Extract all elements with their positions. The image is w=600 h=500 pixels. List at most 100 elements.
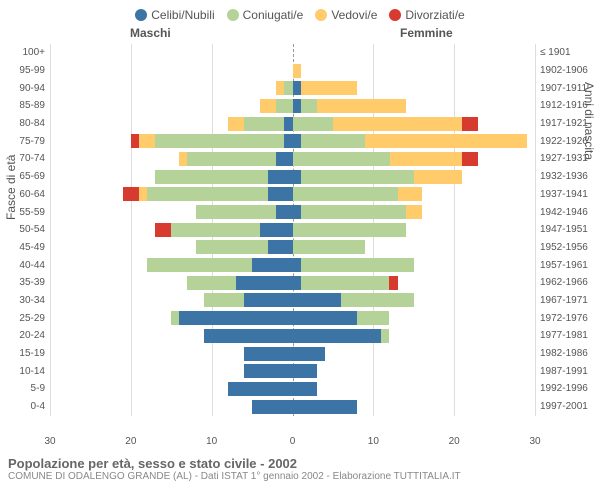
bar-segment (293, 152, 390, 166)
age-row: 70-741927-1931 (50, 150, 535, 168)
bar-segment (301, 276, 390, 290)
bar-segment (293, 205, 301, 219)
age-row: 45-491952-1956 (50, 239, 535, 257)
age-row: 5-91992-1996 (50, 380, 535, 398)
age-row: 25-291972-1976 (50, 309, 535, 327)
legend-dot (389, 9, 401, 21)
age-label: 60-64 (0, 189, 45, 200)
bar-segment (187, 152, 276, 166)
bar-segment (252, 258, 292, 272)
bar-segment (293, 347, 325, 361)
male-bar (204, 293, 293, 307)
female-bar (293, 329, 390, 343)
female-bar (293, 293, 414, 307)
bar-segment (293, 311, 358, 325)
grid-line (535, 44, 536, 416)
age-row: 90-941907-1911 (50, 79, 535, 97)
bar-segment (187, 276, 236, 290)
bar-segment (171, 311, 179, 325)
bar-segment (301, 81, 358, 95)
chart-subtitle: COMUNE DI ODALENGO GRANDE (AL) - Dati IS… (8, 471, 592, 482)
legend-dot (315, 9, 327, 21)
age-label: 35-39 (0, 277, 45, 288)
bar-segment (293, 117, 333, 131)
age-label: 5-9 (0, 383, 45, 394)
bar-segment (398, 187, 422, 201)
age-label: 55-59 (0, 207, 45, 218)
age-label: 80-84 (0, 118, 45, 129)
bar-segment (293, 258, 301, 272)
column-headers: Maschi Femmine (0, 26, 600, 44)
x-tick-label: 10 (368, 436, 379, 447)
age-label: 95-99 (0, 65, 45, 76)
bar-segment (293, 240, 366, 254)
birth-year-label: 1927-1931 (540, 153, 600, 164)
male-bar (196, 205, 293, 219)
age-label: 10-14 (0, 366, 45, 377)
x-tick-label: 30 (44, 436, 55, 447)
birth-year-label: 1962-1966 (540, 277, 600, 288)
bar-segment (381, 329, 389, 343)
x-tick-label: 10 (206, 436, 217, 447)
legend-dot (135, 9, 147, 21)
bar-segment (204, 329, 293, 343)
bar-segment (268, 187, 292, 201)
age-label: 30-34 (0, 295, 45, 306)
x-tick-label: 30 (529, 436, 540, 447)
birth-year-label: 1992-1996 (540, 383, 600, 394)
male-bar (131, 134, 293, 148)
female-bar (293, 276, 398, 290)
bar-segment (293, 276, 301, 290)
age-label: 75-79 (0, 136, 45, 147)
bar-segment (293, 187, 398, 201)
bar-segment (293, 400, 358, 414)
bar-segment (236, 276, 293, 290)
age-row: 95-991902-1906 (50, 62, 535, 80)
female-bar (293, 99, 406, 113)
age-row: 55-591942-1946 (50, 203, 535, 221)
birth-year-label: 1987-1991 (540, 366, 600, 377)
bar-segment (131, 134, 139, 148)
age-row: 80-841917-1921 (50, 115, 535, 133)
age-row: 30-341967-1971 (50, 292, 535, 310)
birth-year-label: 1902-1906 (540, 65, 600, 76)
female-header: Femmine (400, 26, 453, 40)
legend-item: Coniugati/e (227, 8, 304, 22)
birth-year-label: 1997-2001 (540, 401, 600, 412)
female-bar (293, 400, 358, 414)
bar-segment (293, 81, 301, 95)
bar-segment (268, 170, 292, 184)
bar-segment (147, 258, 252, 272)
bar-segment (171, 223, 260, 237)
bar-segment (276, 81, 284, 95)
birth-year-label: 1982-1986 (540, 348, 600, 359)
bar-segment (406, 205, 422, 219)
age-label: 15-19 (0, 348, 45, 359)
bar-segment (284, 134, 292, 148)
birth-year-label: 1947-1951 (540, 224, 600, 235)
female-bar (293, 382, 317, 396)
bar-segment (301, 99, 317, 113)
bar-segment (244, 117, 284, 131)
legend-label: Vedovi/e (331, 8, 377, 22)
female-bar (293, 117, 479, 131)
bar-segment (333, 117, 462, 131)
bar-segment (341, 293, 414, 307)
female-bar (293, 258, 414, 272)
birth-year-label: 1937-1941 (540, 189, 600, 200)
female-bar (293, 170, 463, 184)
birth-year-label: 1942-1946 (540, 207, 600, 218)
bar-segment (390, 152, 463, 166)
bar-segment (293, 170, 301, 184)
female-bar (293, 347, 325, 361)
bar-segment (293, 134, 301, 148)
bar-segment (123, 187, 139, 201)
population-pyramid-chart: Celibi/NubiliConiugati/eVedovi/eDivorzia… (0, 0, 600, 500)
bar-segment (293, 64, 301, 78)
age-label: 100+ (0, 47, 45, 58)
female-bar (293, 152, 479, 166)
legend: Celibi/NubiliConiugati/eVedovi/eDivorzia… (0, 0, 600, 26)
age-row: 15-191982-1986 (50, 345, 535, 363)
male-bar (187, 276, 292, 290)
legend-item: Divorziati/e (389, 8, 464, 22)
